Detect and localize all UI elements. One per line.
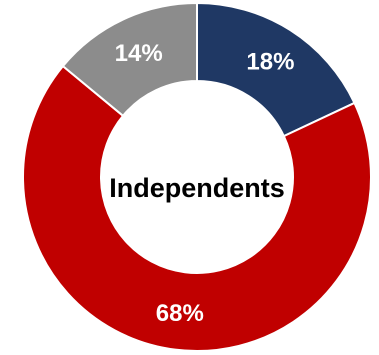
donut-slice-1: [22, 64, 372, 352]
donut-slice-2: [61, 1, 198, 118]
donut-slice-labels: 18% 68% 14%: [115, 40, 295, 327]
donut-slice-label-0: 18%: [246, 48, 294, 75]
donut-slice-label-1: 68%: [156, 300, 204, 327]
donut-slice-label-2: 14%: [115, 40, 163, 67]
center-title: Independents: [109, 173, 285, 203]
donut-slices: [22, 1, 372, 352]
